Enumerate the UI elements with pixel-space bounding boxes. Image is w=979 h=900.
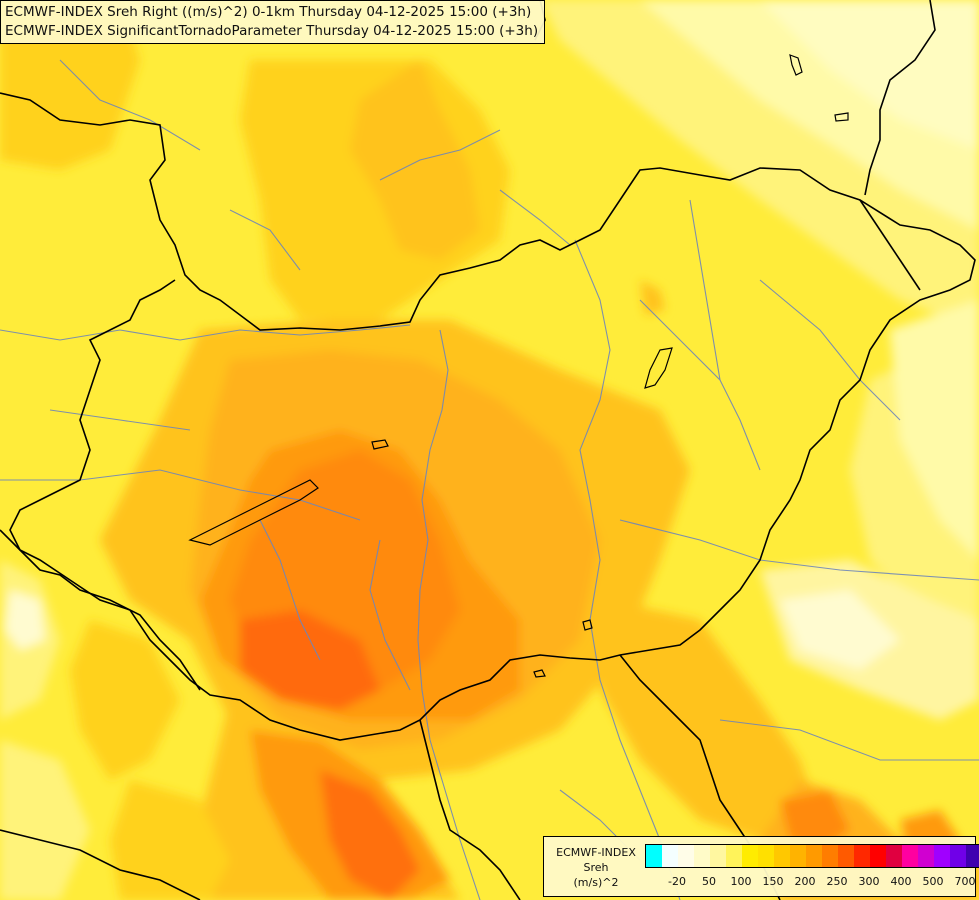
- legend-swatch: [774, 845, 790, 867]
- legend-swatch: [806, 845, 822, 867]
- legend-swatch: [710, 845, 726, 867]
- legend-swatch: [854, 845, 870, 867]
- legend-tick-label: -20: [668, 875, 686, 888]
- legend-swatch: [742, 845, 758, 867]
- lake-small-1: [371, 439, 389, 450]
- legend-swatch: [902, 845, 918, 867]
- lake-small-4: [582, 619, 593, 631]
- map-title-line-2: ECMWF-INDEX SignificantTornadoParameter …: [5, 23, 539, 39]
- legend-tick-label: 250: [826, 875, 848, 888]
- lake-balaton: [188, 479, 319, 546]
- legend-tick-label: 200: [794, 875, 816, 888]
- legend-text: ECMWF-INDEX Sreh (m/s)^2: [548, 845, 644, 890]
- legend-swatch: [950, 845, 966, 867]
- legend-swatch: [694, 845, 710, 867]
- legend-swatch: [838, 845, 854, 867]
- rivers: [0, 59, 979, 900]
- legend-swatch: [966, 845, 979, 867]
- legend-swatch: [678, 845, 694, 867]
- legend-tick-label: 50: [702, 875, 716, 888]
- legend-swatch: [726, 845, 742, 867]
- legend-swatch: [934, 845, 950, 867]
- lake-small-2: [834, 112, 849, 122]
- map-title-line-1: ECMWF-INDEX Sreh Right ((m/s)^2) 0-1km T…: [5, 4, 532, 20]
- legend-swatch: [646, 845, 662, 867]
- legend-swatch: [870, 845, 886, 867]
- legend-swatch: [790, 845, 806, 867]
- legend-swatch: [758, 845, 774, 867]
- lake-small-6: [644, 347, 673, 389]
- legend-color-bar: [645, 844, 979, 868]
- legend-model: ECMWF-INDEX: [556, 846, 636, 859]
- legend-tick-label: 300: [858, 875, 880, 888]
- lake-small-3: [789, 54, 803, 76]
- legend-tick-label: 700: [954, 875, 976, 888]
- legend-tick-label: 150: [762, 875, 784, 888]
- legend-swatch: [822, 845, 838, 867]
- legend-unit: (m/s)^2: [573, 876, 619, 889]
- legend-swatch: [662, 845, 678, 867]
- lakes: [188, 54, 849, 678]
- legend-tick-label: 100: [730, 875, 752, 888]
- legend-tick-labels: -20 50 100 150 200 250 300 400 500 700: [645, 875, 975, 891]
- lake-small-5: [533, 669, 546, 678]
- legend-swatch: [918, 845, 934, 867]
- legend-tick-label: 500: [922, 875, 944, 888]
- color-legend: ECMWF-INDEX Sreh (m/s)^2 -20 50 100 150 200 2…: [543, 836, 979, 897]
- legend-swatch: [886, 845, 902, 867]
- legend-tick-label: 400: [890, 875, 912, 888]
- legend-variable: Sreh: [583, 861, 609, 874]
- map-title-box: ECMWF-INDEX Sreh Right ((m/s)^2) 0-1km T…: [0, 0, 546, 44]
